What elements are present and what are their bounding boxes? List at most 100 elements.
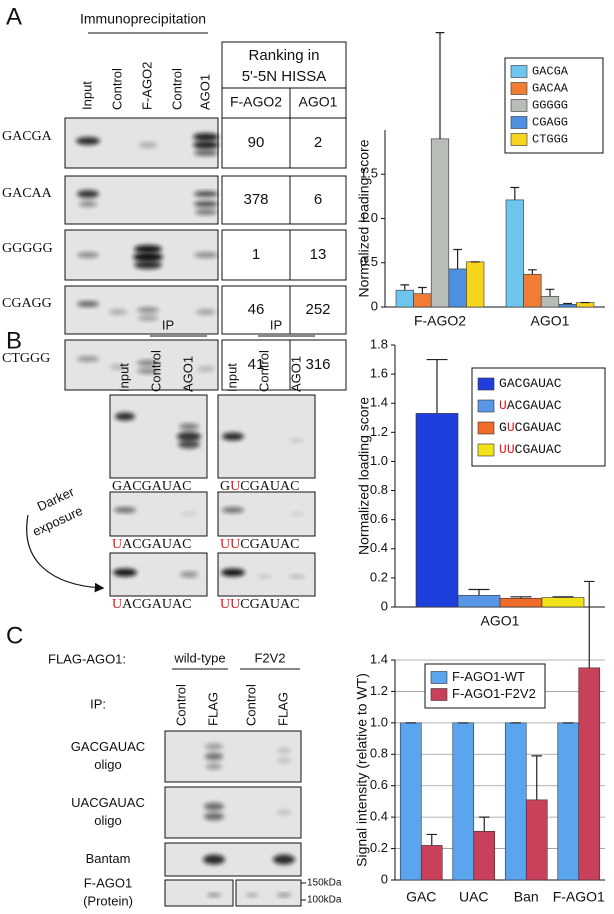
legend-swatch: [477, 377, 495, 391]
y-tick-label: 0.5: [360, 254, 378, 269]
y-tick-label: 0: [381, 871, 388, 886]
marker-label: 150kDa: [307, 878, 342, 889]
letter: C: [290, 479, 299, 494]
letter: C: [240, 537, 249, 552]
band: [246, 893, 258, 897]
letter: U: [112, 537, 122, 552]
group-label: F2V2: [254, 650, 285, 665]
bar: [415, 413, 459, 608]
bar: [473, 830, 496, 881]
legend-label: GUCGAUAC: [499, 420, 562, 435]
letter: G: [522, 442, 530, 457]
letter: U: [270, 597, 280, 612]
letter: A: [152, 479, 163, 494]
row-label: GGGGG: [2, 241, 53, 256]
letter: A: [172, 537, 183, 552]
letter: U: [220, 537, 230, 552]
band: [137, 368, 159, 374]
letter: U: [507, 442, 515, 457]
table-title: 5'-5N HISSA: [242, 68, 327, 85]
band: [194, 191, 218, 197]
panel-label: C: [6, 622, 23, 649]
band: [115, 412, 135, 421]
y-axis-label: Normalized loading score: [356, 397, 372, 555]
y-tick-label: 1.0: [360, 210, 378, 225]
letter: A: [280, 479, 291, 494]
band: [113, 568, 137, 577]
letter: C: [515, 442, 523, 457]
row-label: oligo: [94, 757, 121, 772]
table-column: F-AGO2: [230, 94, 282, 110]
panel-label: B: [6, 327, 22, 354]
y-tick-label: 0: [371, 298, 378, 313]
letter: A: [260, 597, 271, 612]
letter: G: [499, 376, 507, 391]
letter: A: [530, 376, 538, 391]
band: [79, 201, 97, 207]
band: [180, 571, 198, 578]
error-bar: [468, 588, 490, 596]
bar: [499, 597, 543, 608]
y-tick-label: 1.0: [370, 714, 388, 729]
x-tick-label: UAC: [459, 889, 489, 905]
blot-label: GACGAUAC: [112, 479, 191, 494]
lane-label: Control: [109, 68, 124, 110]
band: [290, 438, 304, 443]
x-tick-label: AGO1: [481, 613, 520, 629]
letter: G: [499, 420, 507, 435]
band: [222, 507, 244, 513]
table-cell: 252: [305, 301, 330, 318]
letter: U: [270, 537, 280, 552]
legend-swatch: [510, 133, 528, 146]
row-label: CTGGG: [2, 351, 50, 366]
letter: U: [538, 442, 546, 457]
error-bar: [510, 186, 520, 200]
legend-swatch: [430, 688, 448, 701]
letter: U: [230, 479, 240, 494]
error-bar: [584, 580, 595, 668]
bar: [395, 289, 414, 308]
band: [277, 747, 291, 754]
y-tick-label: 1.8: [370, 336, 388, 351]
bar: [525, 799, 548, 881]
letter: U: [162, 537, 172, 552]
error-bar: [426, 358, 448, 414]
band: [177, 431, 201, 442]
table-cell: 41: [248, 356, 265, 373]
band: [178, 440, 200, 449]
ip-label: IP: [270, 317, 282, 332]
y-axis-label: Normalized loading score: [356, 139, 372, 297]
y-tick-label: 1.6: [370, 366, 388, 381]
letter: C: [554, 376, 562, 391]
lane-label: FLAG: [205, 692, 220, 726]
error-bar: [426, 833, 437, 846]
band: [258, 574, 272, 579]
band: [196, 309, 216, 315]
y-tick-label: 0.4: [370, 540, 388, 555]
letter: A: [507, 398, 515, 413]
band: [207, 893, 221, 897]
blot-label: GUCGAUAC: [220, 479, 299, 494]
ip-header: Immunoprecipitation: [80, 11, 206, 27]
letter: U: [499, 398, 507, 413]
table-row: [221, 229, 347, 281]
letter: A: [507, 376, 515, 391]
legend-swatch: [510, 65, 528, 78]
letter: A: [172, 597, 183, 612]
lane-label: Control: [148, 350, 163, 392]
bar: [505, 199, 524, 308]
blot: [64, 175, 219, 225]
band: [194, 201, 218, 207]
letter: G: [250, 597, 260, 612]
table-cell: 378: [243, 191, 268, 208]
band: [110, 364, 126, 370]
x-tick-label: Ban: [514, 889, 539, 905]
lane-label: Control: [243, 684, 258, 726]
error-bar: [531, 755, 542, 800]
lane-label: Control: [256, 350, 271, 392]
bar: [430, 138, 450, 308]
letter: A: [260, 537, 271, 552]
letter: A: [530, 398, 538, 413]
legend-label: CGAGG: [532, 116, 568, 130]
legend-swatch: [510, 82, 528, 95]
